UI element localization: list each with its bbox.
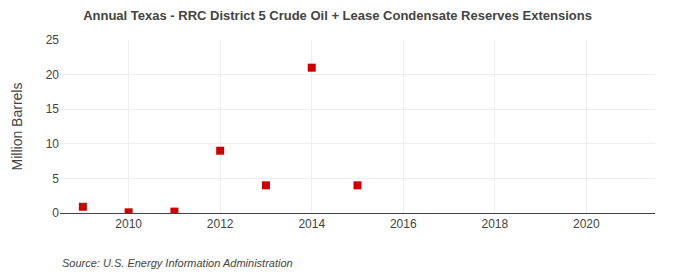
svg-text:10: 10 bbox=[46, 137, 60, 151]
svg-text:2012: 2012 bbox=[207, 217, 234, 231]
svg-text:Source: U.S. Energy Informatio: Source: U.S. Energy Information Administ… bbox=[62, 257, 293, 269]
svg-text:15: 15 bbox=[46, 102, 60, 116]
svg-text:25: 25 bbox=[46, 33, 60, 47]
svg-text:5: 5 bbox=[52, 172, 59, 186]
svg-text:20: 20 bbox=[46, 68, 60, 82]
svg-text:Million Barrels: Million Barrels bbox=[9, 83, 25, 171]
svg-text:0: 0 bbox=[52, 206, 59, 220]
svg-text:2020: 2020 bbox=[573, 217, 600, 231]
svg-text:2018: 2018 bbox=[481, 217, 508, 231]
svg-text:2010: 2010 bbox=[115, 217, 142, 231]
svg-text:Annual Texas - RRC District 5: Annual Texas - RRC District 5 Crude Oil … bbox=[83, 8, 592, 23]
svg-text:2016: 2016 bbox=[390, 217, 417, 231]
svg-text:2014: 2014 bbox=[298, 217, 325, 231]
